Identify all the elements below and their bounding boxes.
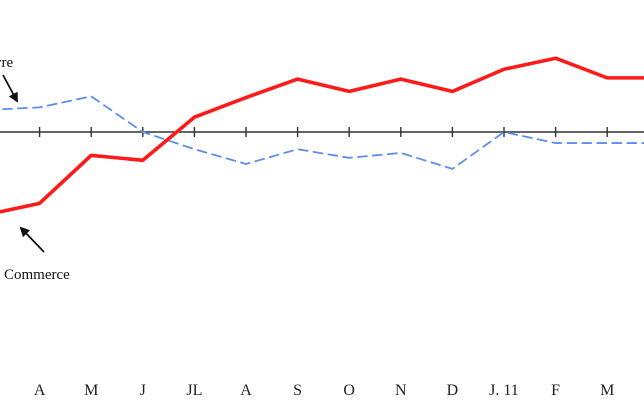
annotation-label: Commerce xyxy=(4,267,70,283)
series-line-vre xyxy=(0,95,644,170)
x-tick-label: D xyxy=(447,382,459,399)
annotation-arrow xyxy=(2,74,18,103)
series-line-commerce xyxy=(0,56,644,214)
x-tick-label: J xyxy=(140,382,146,399)
x-tick-label: N xyxy=(395,382,407,399)
x-tick-label: M xyxy=(600,382,614,399)
x-tick-label: S xyxy=(293,382,302,399)
x-tick-label: A xyxy=(34,382,46,399)
x-tick-label: A xyxy=(240,382,252,399)
axis-layer xyxy=(0,127,644,137)
x-tick-label: JL xyxy=(186,382,202,399)
x-tick-label: O xyxy=(343,382,355,399)
x-tick-label: M xyxy=(84,382,98,399)
annotation-label: vre xyxy=(0,55,13,71)
x-tick-label: J. 11 xyxy=(489,382,519,399)
series-layer xyxy=(0,56,644,214)
annotation-arrow xyxy=(19,226,45,253)
label-layer: A M J JL A S O N D J. 11 F M xyxy=(34,382,614,399)
annotation-layer: vre Commerce xyxy=(0,55,70,283)
x-tick-label: F xyxy=(551,382,560,399)
